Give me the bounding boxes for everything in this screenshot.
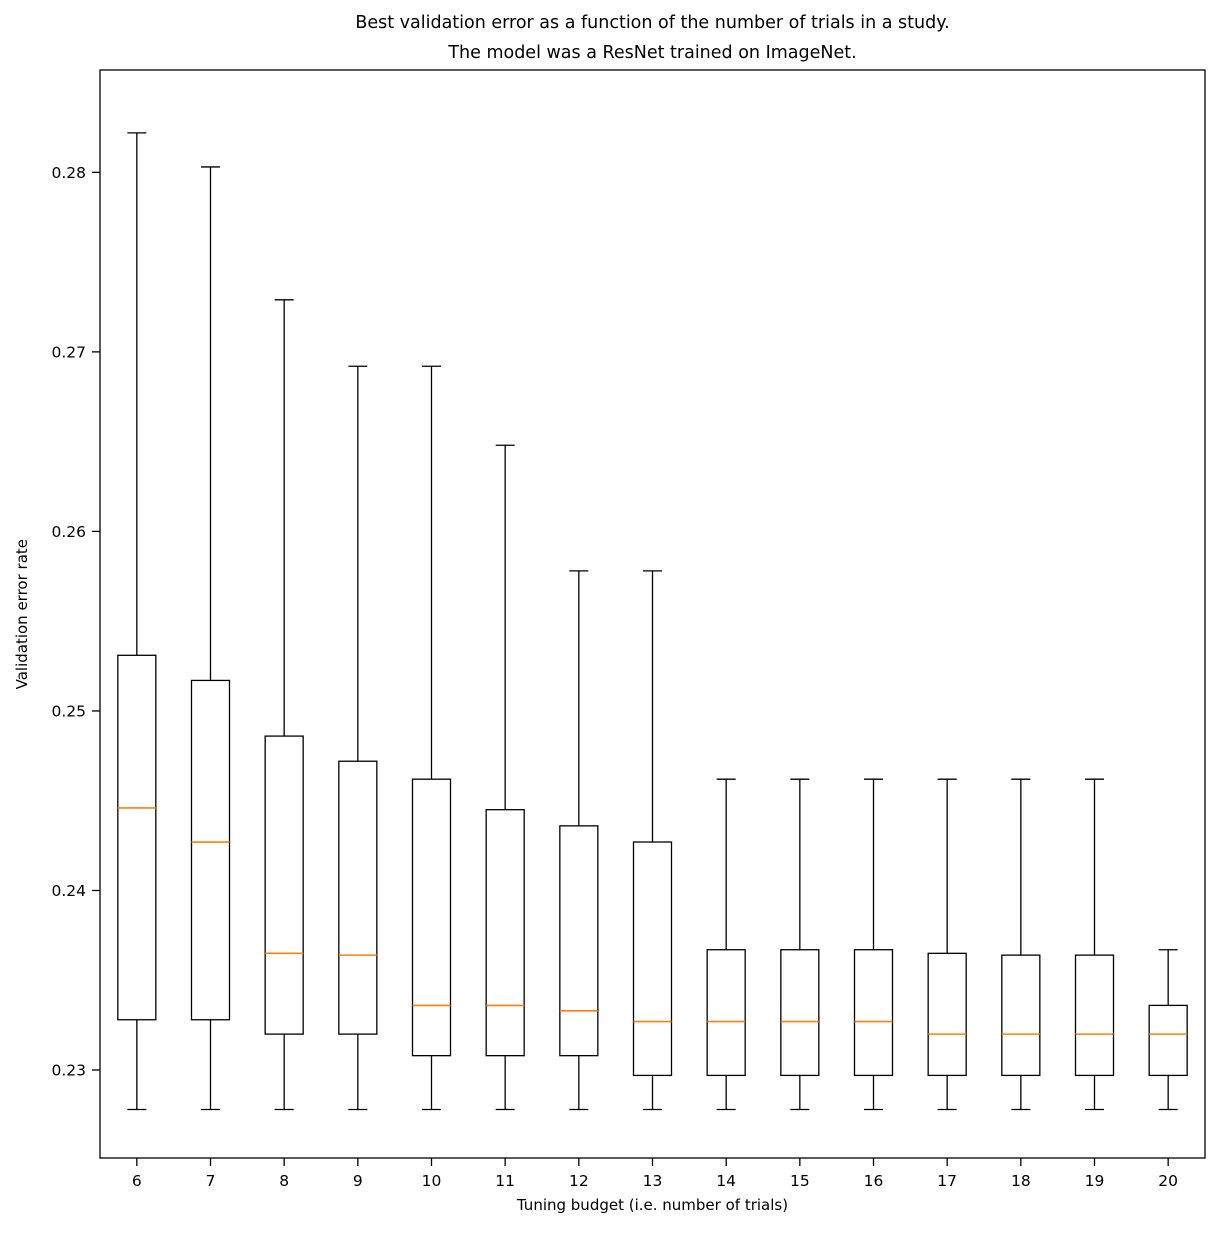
y-tick-label: 0.23 <box>51 1062 86 1080</box>
x-tick-label: 17 <box>937 1172 957 1190</box>
y-tick-label: 0.26 <box>51 523 86 541</box>
box <box>485 809 525 1057</box>
box <box>780 949 820 1077</box>
box <box>117 654 157 1021</box>
x-tick-label: 16 <box>864 1172 884 1190</box>
x-tick-label: 8 <box>279 1172 289 1190</box>
y-tick-label: 0.28 <box>51 164 86 182</box>
box <box>1148 1004 1188 1077</box>
chart-title-line-2: The model was a ResNet trained on ImageN… <box>448 43 857 64</box>
chart-title-line-1: Best validation error as a function of t… <box>355 13 950 33</box>
x-tick-label: 19 <box>1085 1172 1105 1190</box>
x-tick-label: 15 <box>790 1172 810 1190</box>
y-tick-label: 0.27 <box>51 343 86 361</box>
box <box>559 825 599 1057</box>
box <box>411 778 452 1057</box>
box <box>190 679 231 1021</box>
box <box>632 841 673 1077</box>
x-tick-label: 7 <box>206 1172 216 1190</box>
x-axis-label: Tuning budget (i.e. number of trials) <box>516 1196 789 1214</box>
x-tick-label: 9 <box>353 1172 363 1190</box>
box <box>853 949 894 1077</box>
x-tick-label: 12 <box>569 1172 589 1190</box>
x-tick-label: 14 <box>716 1172 736 1190</box>
x-tick-label: 11 <box>495 1172 515 1190</box>
x-tick-label: 18 <box>1011 1172 1031 1190</box>
y-axis-label: Validation error rate <box>13 538 31 690</box>
box <box>338 760 378 1035</box>
y-tick-label: 0.25 <box>51 702 86 720</box>
y-axis-label-wrap: Validation error rate <box>10 70 34 1158</box>
chart-title: Best validation error as a function of t… <box>100 8 1205 68</box>
x-tick-label: 10 <box>422 1172 442 1190</box>
x-tick-label: 6 <box>132 1172 142 1190</box>
box <box>1001 954 1041 1077</box>
x-tick-label: 13 <box>643 1172 663 1190</box>
box <box>1074 954 1115 1077</box>
box <box>706 949 746 1077</box>
box <box>927 952 967 1077</box>
y-tick-label: 0.24 <box>51 882 86 900</box>
box <box>264 735 304 1035</box>
x-tick-label: 20 <box>1158 1172 1178 1190</box>
